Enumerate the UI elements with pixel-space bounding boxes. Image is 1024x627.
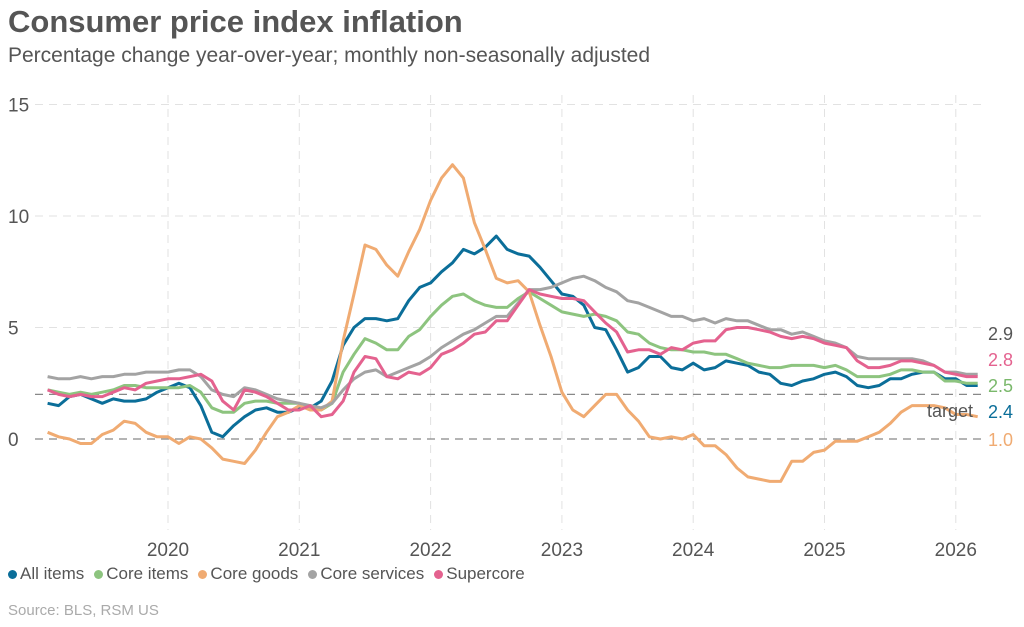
x-tick-label: 2020 (147, 540, 189, 561)
end-value-label: 2.9 (988, 324, 1013, 344)
x-tick-label: 2023 (541, 540, 583, 561)
legend-label: Core goods (210, 564, 299, 583)
series-line-core-goods (47, 163, 978, 483)
legend-marker (94, 569, 104, 579)
chart-title: Consumer price index inflation (8, 4, 463, 39)
y-tick-label: 15 (8, 96, 29, 117)
y-tick-label: 5 (8, 319, 19, 340)
x-tick-label: 2021 (278, 540, 320, 561)
chart-subtitle: Percentage change year-over-year; monthl… (8, 44, 651, 67)
legend-label: Core items (106, 564, 189, 583)
legend-item: Core items (94, 564, 188, 584)
legend-marker (434, 569, 444, 579)
target-label: target (927, 401, 973, 421)
legend-label: All items (20, 564, 85, 583)
x-tick-label: 2026 (935, 540, 977, 561)
end-value-label: 1.0 (988, 430, 1013, 450)
legend-item: Core goods (198, 564, 298, 584)
x-tick-label: 2022 (409, 540, 451, 561)
legend: All items Core items Core goods Core servic… (8, 564, 525, 584)
legend-marker (8, 569, 17, 579)
legend-label: Supercore (446, 564, 525, 583)
legend-marker (308, 569, 318, 579)
legend-label: Core services (320, 564, 425, 583)
end-value-label: 2.5 (988, 376, 1013, 396)
end-value-label: 2.4 (988, 402, 1013, 422)
source-note: Source: BLS, RSM US (8, 602, 159, 619)
series-line-core-items (47, 290, 978, 414)
series-line-supercore (47, 288, 978, 419)
x-tick-label: 2025 (803, 540, 845, 561)
legend-marker (198, 569, 208, 579)
y-tick-label: 10 (8, 207, 29, 228)
series-line-all-items (47, 234, 978, 439)
legend-item: All items (8, 564, 84, 584)
series-line-core-services (47, 274, 978, 410)
end-value-label: 2.8 (988, 350, 1013, 370)
legend-item: Core services (308, 564, 424, 584)
y-tick-label: 0 (8, 430, 19, 451)
x-tick-label: 2024 (672, 540, 715, 561)
legend-item: Supercore (434, 564, 525, 584)
